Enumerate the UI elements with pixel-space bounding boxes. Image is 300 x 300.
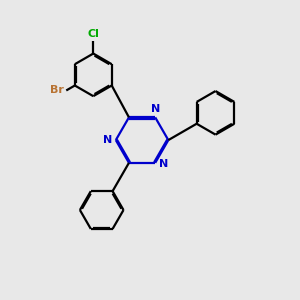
Text: N: N: [159, 159, 168, 169]
Text: Cl: Cl: [87, 29, 99, 39]
Text: Br: Br: [50, 85, 64, 95]
Text: N: N: [151, 104, 160, 114]
Text: N: N: [103, 135, 112, 145]
